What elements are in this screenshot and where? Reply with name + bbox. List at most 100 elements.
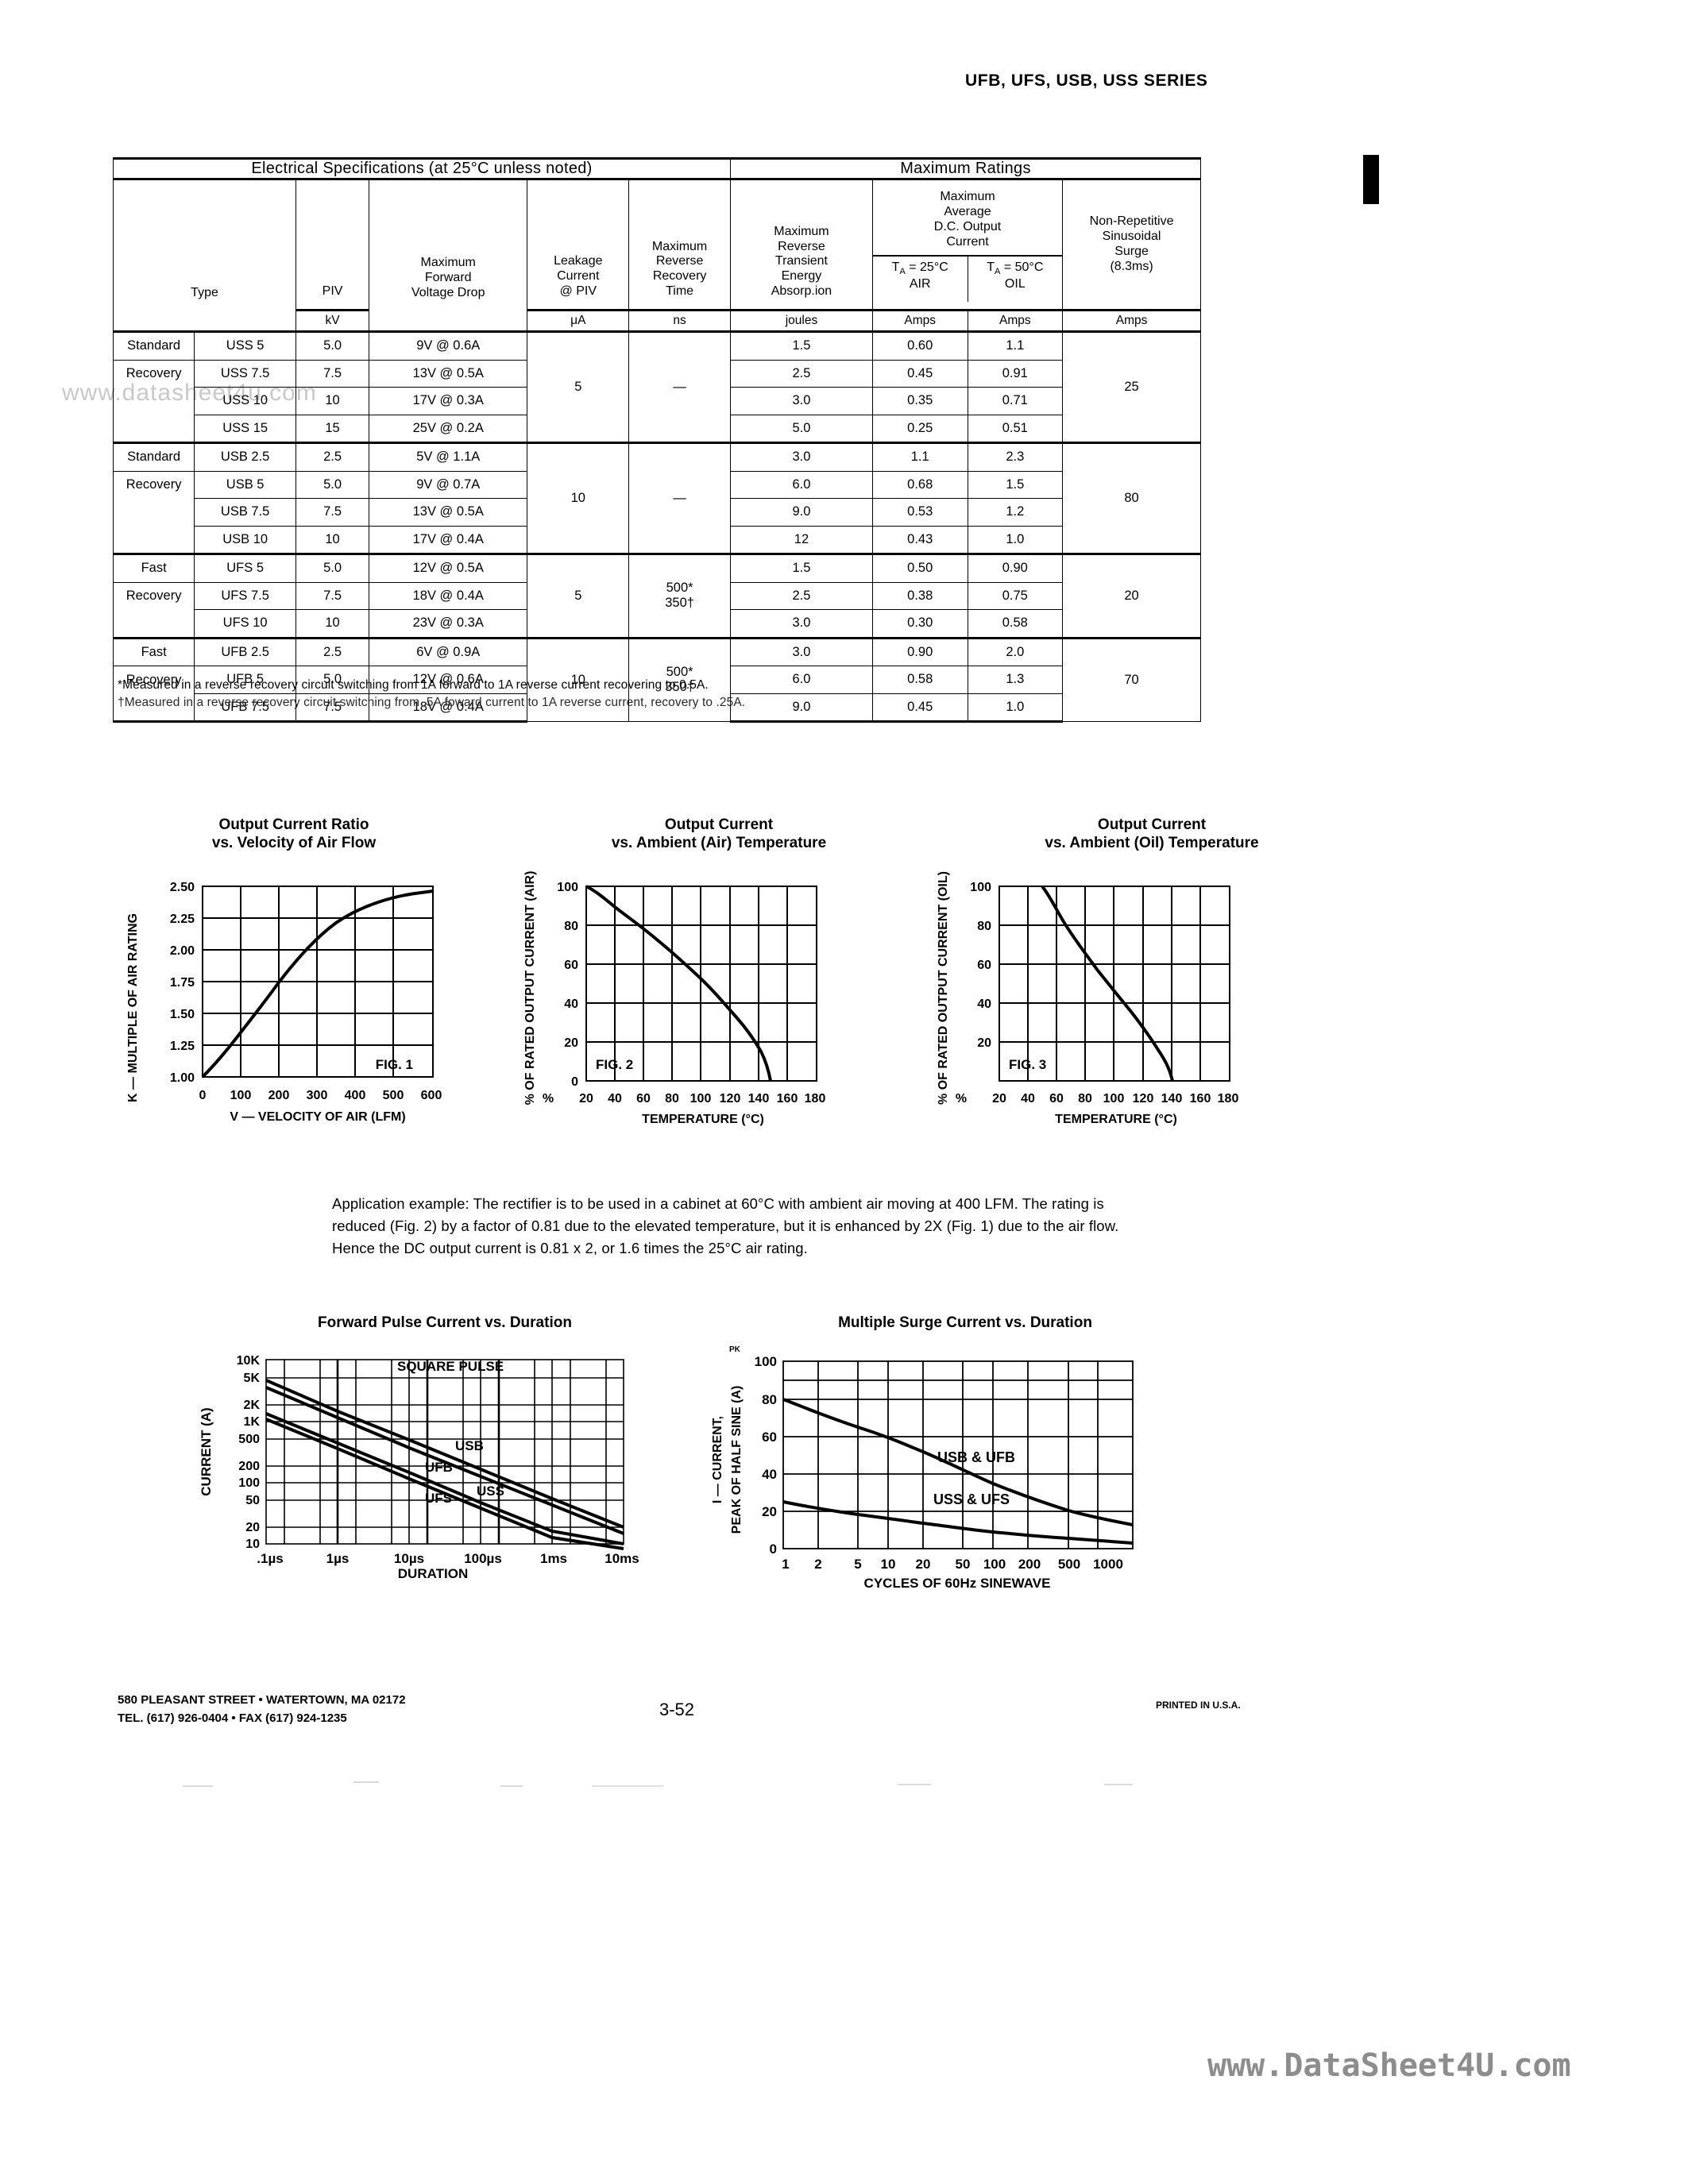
svg-text:500: 500 [1058,1557,1080,1572]
cell-category [112,415,195,443]
svg-text:40: 40 [564,997,578,1011]
cell-surge: 80 [1062,442,1201,554]
svg-text:80: 80 [762,1392,777,1407]
svg-text:300: 300 [307,1089,328,1102]
cell-piv: 15 [295,414,370,443]
svg-text:20: 20 [977,1036,991,1050]
cell-air: 0.58 [871,666,968,694]
cell-category: Fast [112,636,195,666]
table-unit-row: kV μA ns joules Amps Amps Amps [112,309,1201,332]
chart-series-ufs [265,1417,624,1550]
table-row: USB 10 10 17V @ 0.4A 12 0.43 1.0 [112,525,1201,554]
cell-type: UFB 7.5 [194,693,297,723]
svg-text:40: 40 [608,1092,622,1106]
cell-vf: 13V @ 0.5A [369,498,528,527]
cell-oil: 0.58 [967,609,1064,639]
svg-text:2K: 2K [244,1399,261,1412]
cell-category [112,693,195,723]
svg-text:1.50: 1.50 [170,1008,195,1021]
cell-energy: 9.0 [730,498,873,527]
table-row: Recovery UFB 5 5.0 12V @ 0.6A 6.0 0.58 1… [112,666,1201,694]
cell-piv: 7.5 [295,498,370,527]
cell-category: Recovery [112,582,195,610]
unit-energy: joules [730,309,873,332]
cell-air: 0.50 [871,553,968,583]
chart-series-label-usb-ufb: USB & UFB [937,1449,1015,1465]
svg-text:80: 80 [564,920,578,933]
cell-energy: 3.0 [730,387,873,415]
group-header-electrical: Electrical Specifications (at 25°C unles… [113,157,731,179]
chart-series-label-uss-ufs: USS & UFS [933,1491,1010,1507]
unit-surge: Amps [1062,309,1201,332]
cell-trr: — [628,442,731,554]
cell-piv: 7.5 [295,581,370,610]
footer-address: 580 PLEASANT STREET • WATERTOWN, MA 0217… [118,1692,406,1727]
svg-text:1.00: 1.00 [170,1071,195,1085]
cell-category: Standard [112,330,195,361]
svg-text:0: 0 [571,1075,578,1089]
cell-piv: 10 [295,387,370,415]
column-header-type: Type [112,178,297,311]
chart-ylabel-fig1: K — MULTIPLE OF AIR RATING [126,913,140,1102]
cell-vf: 5V @ 1.1A [369,442,528,472]
table-footnotes: *Measured in a reverse recovery circuit … [118,677,745,712]
svg-text:2.50: 2.50 [170,881,195,894]
svg-text:10µs: 10µs [394,1551,424,1566]
column-header-forward-voltage-drop: Maximum Forward Voltage Drop [369,178,528,311]
cell-type: USB 7.5 [194,498,297,527]
cell-energy: 3.0 [730,609,873,639]
chart-plot-fig2: % OF RATED OUTPUT CURRENT (AIR) 100 80 6… [523,870,826,1125]
cell-surge: 70 [1062,636,1201,722]
chart-xlabel-fig4: DURATION [398,1566,468,1579]
svg-text:600: 600 [421,1089,442,1102]
svg-text:40: 40 [1021,1092,1035,1106]
footnote-asterisk: *Measured in a reverse recovery circuit … [118,678,709,692]
cell-vf: 17V @ 0.4A [369,525,528,554]
svg-text:80: 80 [977,920,991,933]
footnote-dagger: †Measured in a reverse recovery circuit … [118,696,746,710]
cell-type: USB 10 [194,525,297,554]
column-header-surge: Non-Repetitive Sinusoidal Surge (8.3ms) [1062,178,1201,311]
cell-energy: 2.5 [730,581,873,610]
svg-text:2.00: 2.00 [170,944,195,958]
cell-type: USS 5 [194,330,297,361]
chart-fig3: Output Current vs. Ambient (Oil) Tempera… [929,816,1327,1147]
cell-category [112,498,195,526]
unit-leakage: μA [527,309,630,332]
chart-title-fig1: Output Current Ratio vs. Velocity of Air… [211,816,377,851]
column-header-reverse-transient-energy: Maximum Reverse Transient Energy Absorp.… [730,178,873,311]
chart-plot-fig1: K — MULTIPLE OF AIR RATING 2.50 2.25 2.0… [126,881,442,1124]
cell-piv: 2.5 [295,636,370,666]
svg-text:180: 180 [805,1092,826,1106]
svg-text:2: 2 [814,1557,821,1572]
chart-series-uss-ufs [782,1499,1134,1545]
cell-category: Standard [112,442,195,472]
chart-series-fig2 [585,884,772,1081]
unit-forward-voltage [369,310,528,332]
svg-text:160: 160 [1190,1092,1211,1106]
page-title: UFB, UFS, USB, USS SERIES [965,71,1208,90]
svg-text:0: 0 [770,1542,777,1557]
cell-energy: 1.5 [730,330,873,361]
cell-leakage: 10 [527,636,630,722]
cell-leakage: 10 [527,442,630,554]
table-row: Standard USB 2.5 2.5 5V @ 1.1A 10 — 3.0 … [112,442,1201,554]
cell-air: 0.30 [871,609,968,639]
chart-series-label-uss: USS [477,1484,504,1499]
svg-text:100: 100 [557,881,578,894]
cell-air: 0.90 [871,636,968,666]
chart-ylabel-fig5-line1: I — CURRENT, [711,1416,724,1503]
table-row: USS 15 15 25V @ 0.2A 5.0 0.25 0.51 [112,414,1201,443]
svg-text:140: 140 [1161,1092,1183,1106]
chart-series-fig1 [201,889,434,1078]
specifications-table: Electrical Specifications (at 25°C unles… [112,157,1201,723]
cell-vf: 9V @ 0.6A [369,330,528,361]
cell-type: UFS 5 [194,553,297,583]
svg-text:100: 100 [238,1476,260,1490]
cell-piv: 5.0 [295,553,370,583]
cell-vf: 18V @ 0.4A [369,581,528,610]
cell-vf: 17V @ 0.3A [369,387,528,415]
chart-ylabel-prefix-fig2: % [543,1092,554,1106]
svg-text:100: 100 [1103,1092,1125,1106]
